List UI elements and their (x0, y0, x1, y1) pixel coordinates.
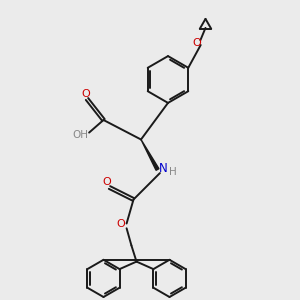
Text: OH: OH (72, 130, 88, 140)
Text: O: O (192, 38, 201, 48)
Text: O: O (103, 177, 112, 188)
Text: H: H (169, 167, 177, 177)
Text: N: N (159, 162, 168, 176)
Polygon shape (141, 140, 159, 170)
Text: O: O (81, 89, 90, 99)
Text: O: O (117, 219, 126, 229)
